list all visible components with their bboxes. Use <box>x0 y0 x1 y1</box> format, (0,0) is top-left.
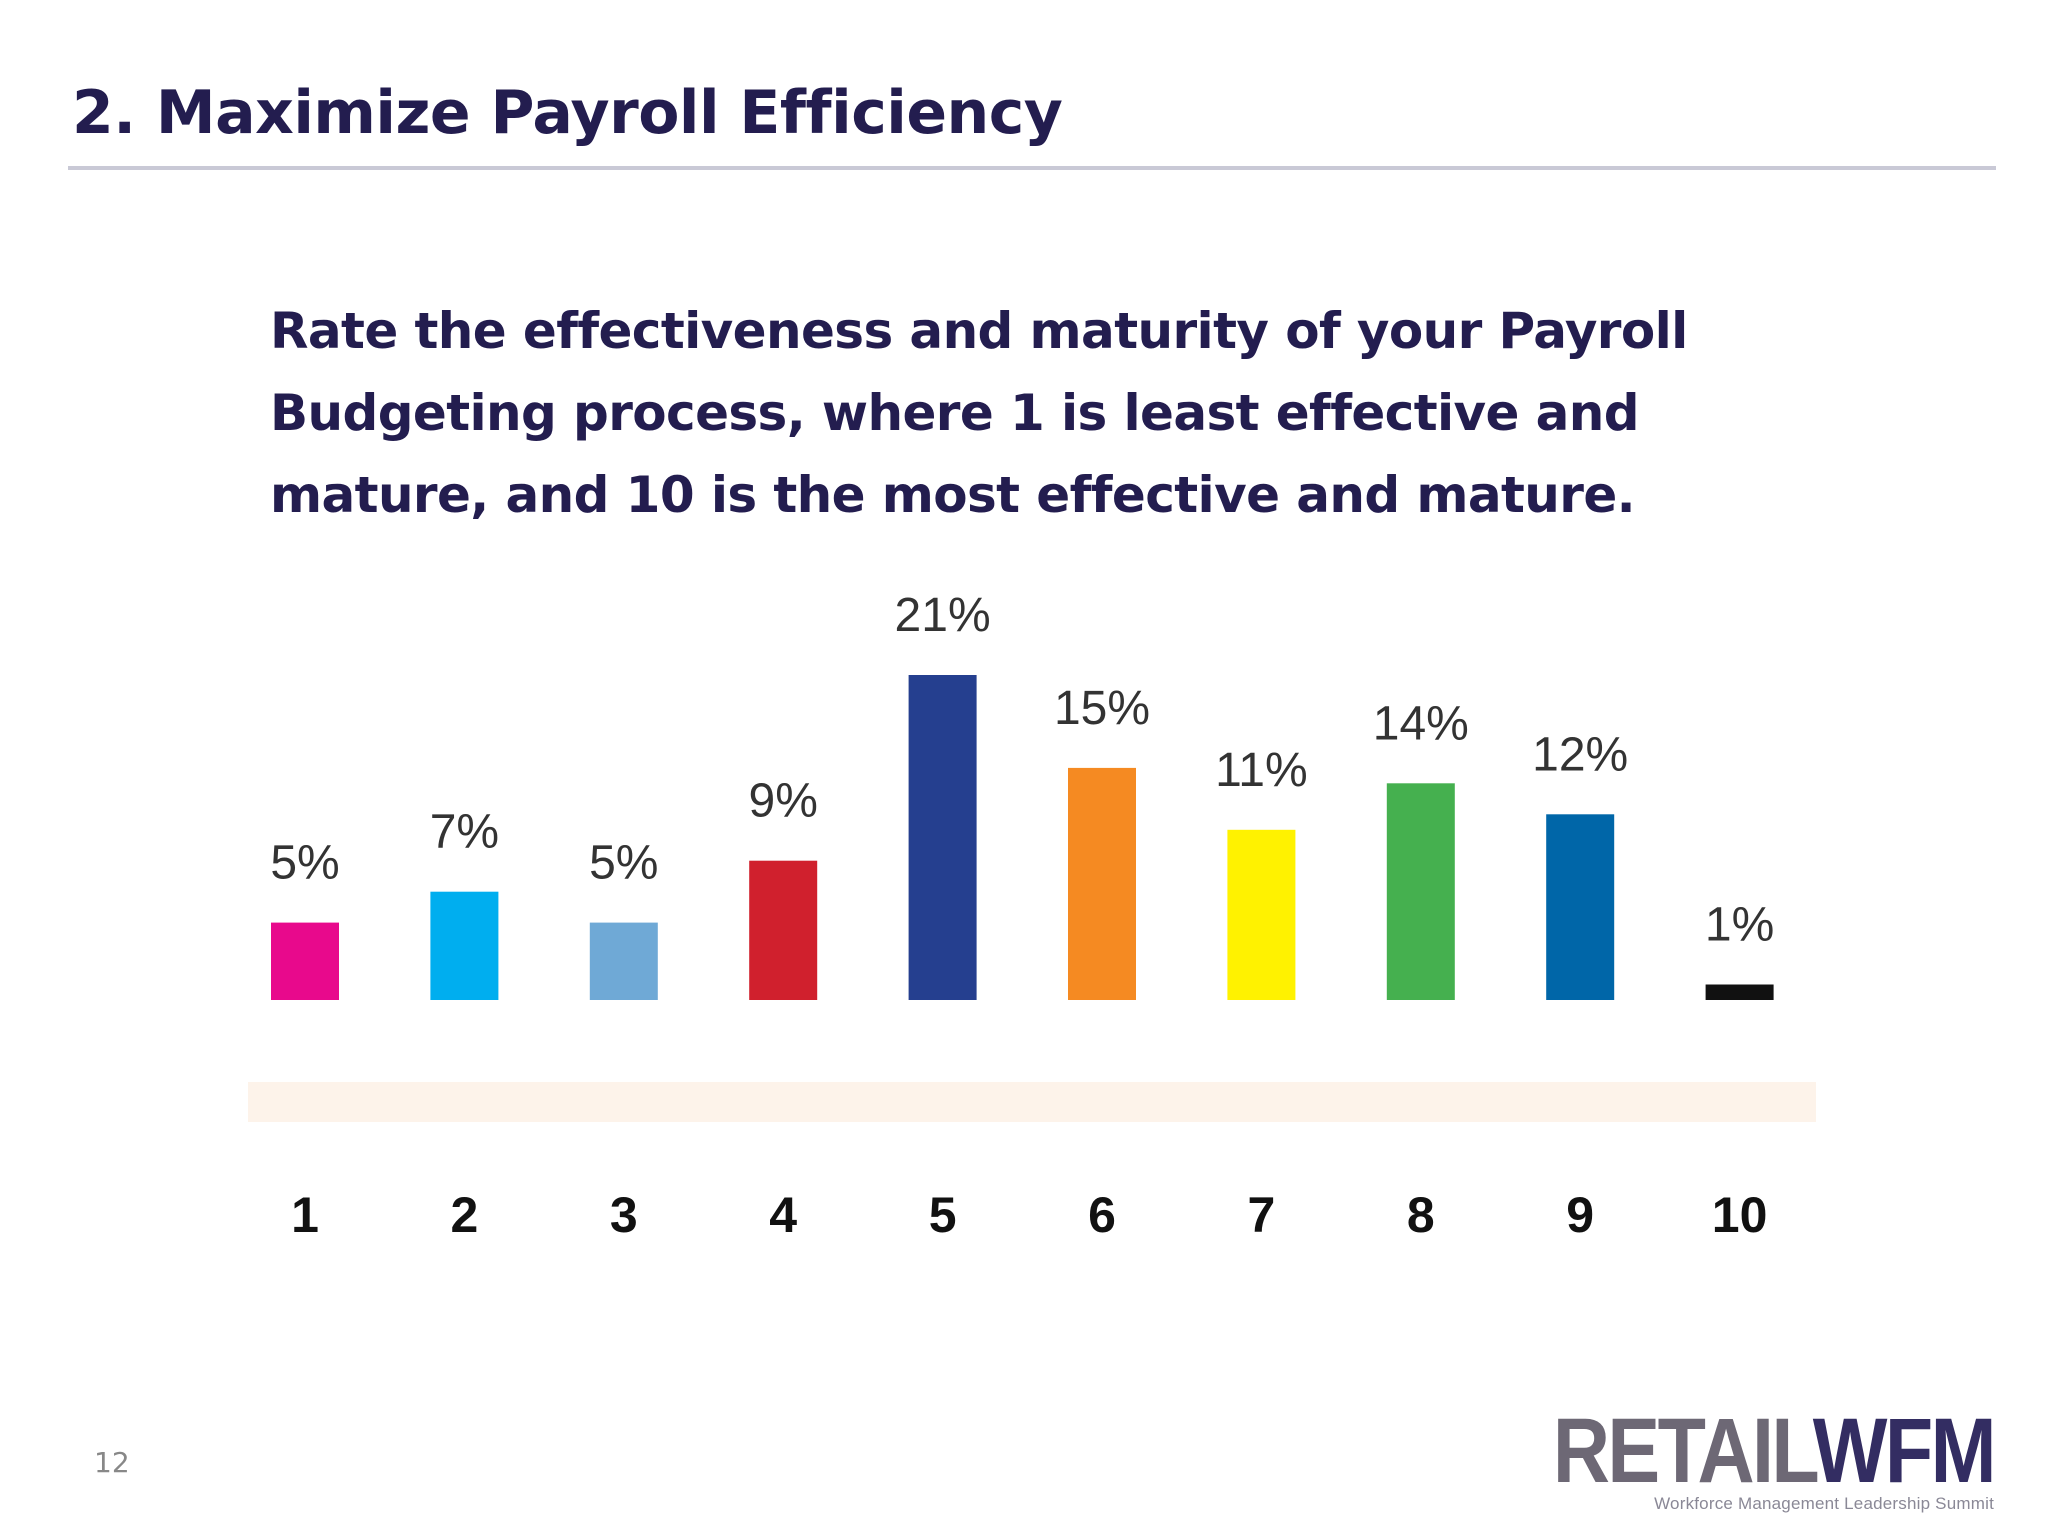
x-tick-label-9: 9 <box>1566 1187 1594 1243</box>
bar-value-label-9: 12% <box>1532 728 1628 781</box>
x-tick-label-1: 1 <box>291 1187 319 1243</box>
survey-question: Rate the effectiveness and maturity of y… <box>270 302 1688 524</box>
value-labels-layer: 5% 7% 5% 9% 21% 15% 11% 14% 12% 1% <box>270 589 1774 952</box>
logo-wordmark: RETAILWFM <box>1553 1405 1997 1497</box>
bar-8 <box>1386 783 1455 1000</box>
bar-10 <box>1705 984 1774 1000</box>
bar-value-label-1: 5% <box>270 837 339 890</box>
retailwfm-logo: RETAILWFM Workforce Management Leadershi… <box>1481 1405 1997 1514</box>
bar-value-label-6: 15% <box>1054 682 1150 735</box>
bar-4 <box>749 860 818 1000</box>
title-divider <box>68 166 1996 170</box>
x-tick-label-6: 6 <box>1088 1187 1116 1243</box>
logo-tagline: Workforce Management Leadership Summit <box>1654 1494 1994 1513</box>
logo-wordmark-part2: WFM <box>1812 1400 1997 1502</box>
bar-value-label-10: 1% <box>1705 899 1774 952</box>
bar-value-label-7: 11% <box>1215 744 1308 797</box>
bar-value-label-4: 9% <box>749 775 818 828</box>
bar-value-label-2: 7% <box>430 806 499 859</box>
bars-layer <box>271 675 1774 1000</box>
bar-6 <box>1068 767 1136 1000</box>
x-tick-label-3: 3 <box>610 1187 638 1243</box>
x-tick-label-2: 2 <box>450 1187 478 1243</box>
x-tick-label-8: 8 <box>1407 1187 1435 1243</box>
x-tick-label-10: 10 <box>1712 1187 1768 1243</box>
slide-number: 12 <box>94 1446 130 1479</box>
x-tick-label-5: 5 <box>929 1187 957 1243</box>
bar-value-label-5: 21% <box>895 589 991 642</box>
bar-7 <box>1227 829 1296 1000</box>
bar-value-label-8: 14% <box>1373 697 1469 750</box>
tick-labels-layer: 1 2 3 4 5 6 7 8 9 10 <box>291 1187 1767 1243</box>
bar-3 <box>589 922 658 1000</box>
bar-5 <box>908 675 977 1000</box>
bar-1 <box>271 922 339 1000</box>
logo-wordmark-part1: RETAIL <box>1552 1400 1816 1502</box>
bar-9 <box>1546 814 1615 1000</box>
bar-2 <box>430 891 499 1000</box>
slide-title: 2. Maximize Payroll Efficiency <box>72 78 1063 148</box>
x-tick-label-7: 7 <box>1247 1187 1275 1243</box>
x-tick-label-4: 4 <box>769 1187 797 1243</box>
bar-value-label-3: 5% <box>589 837 658 890</box>
chart-axis-band <box>248 1082 1816 1122</box>
